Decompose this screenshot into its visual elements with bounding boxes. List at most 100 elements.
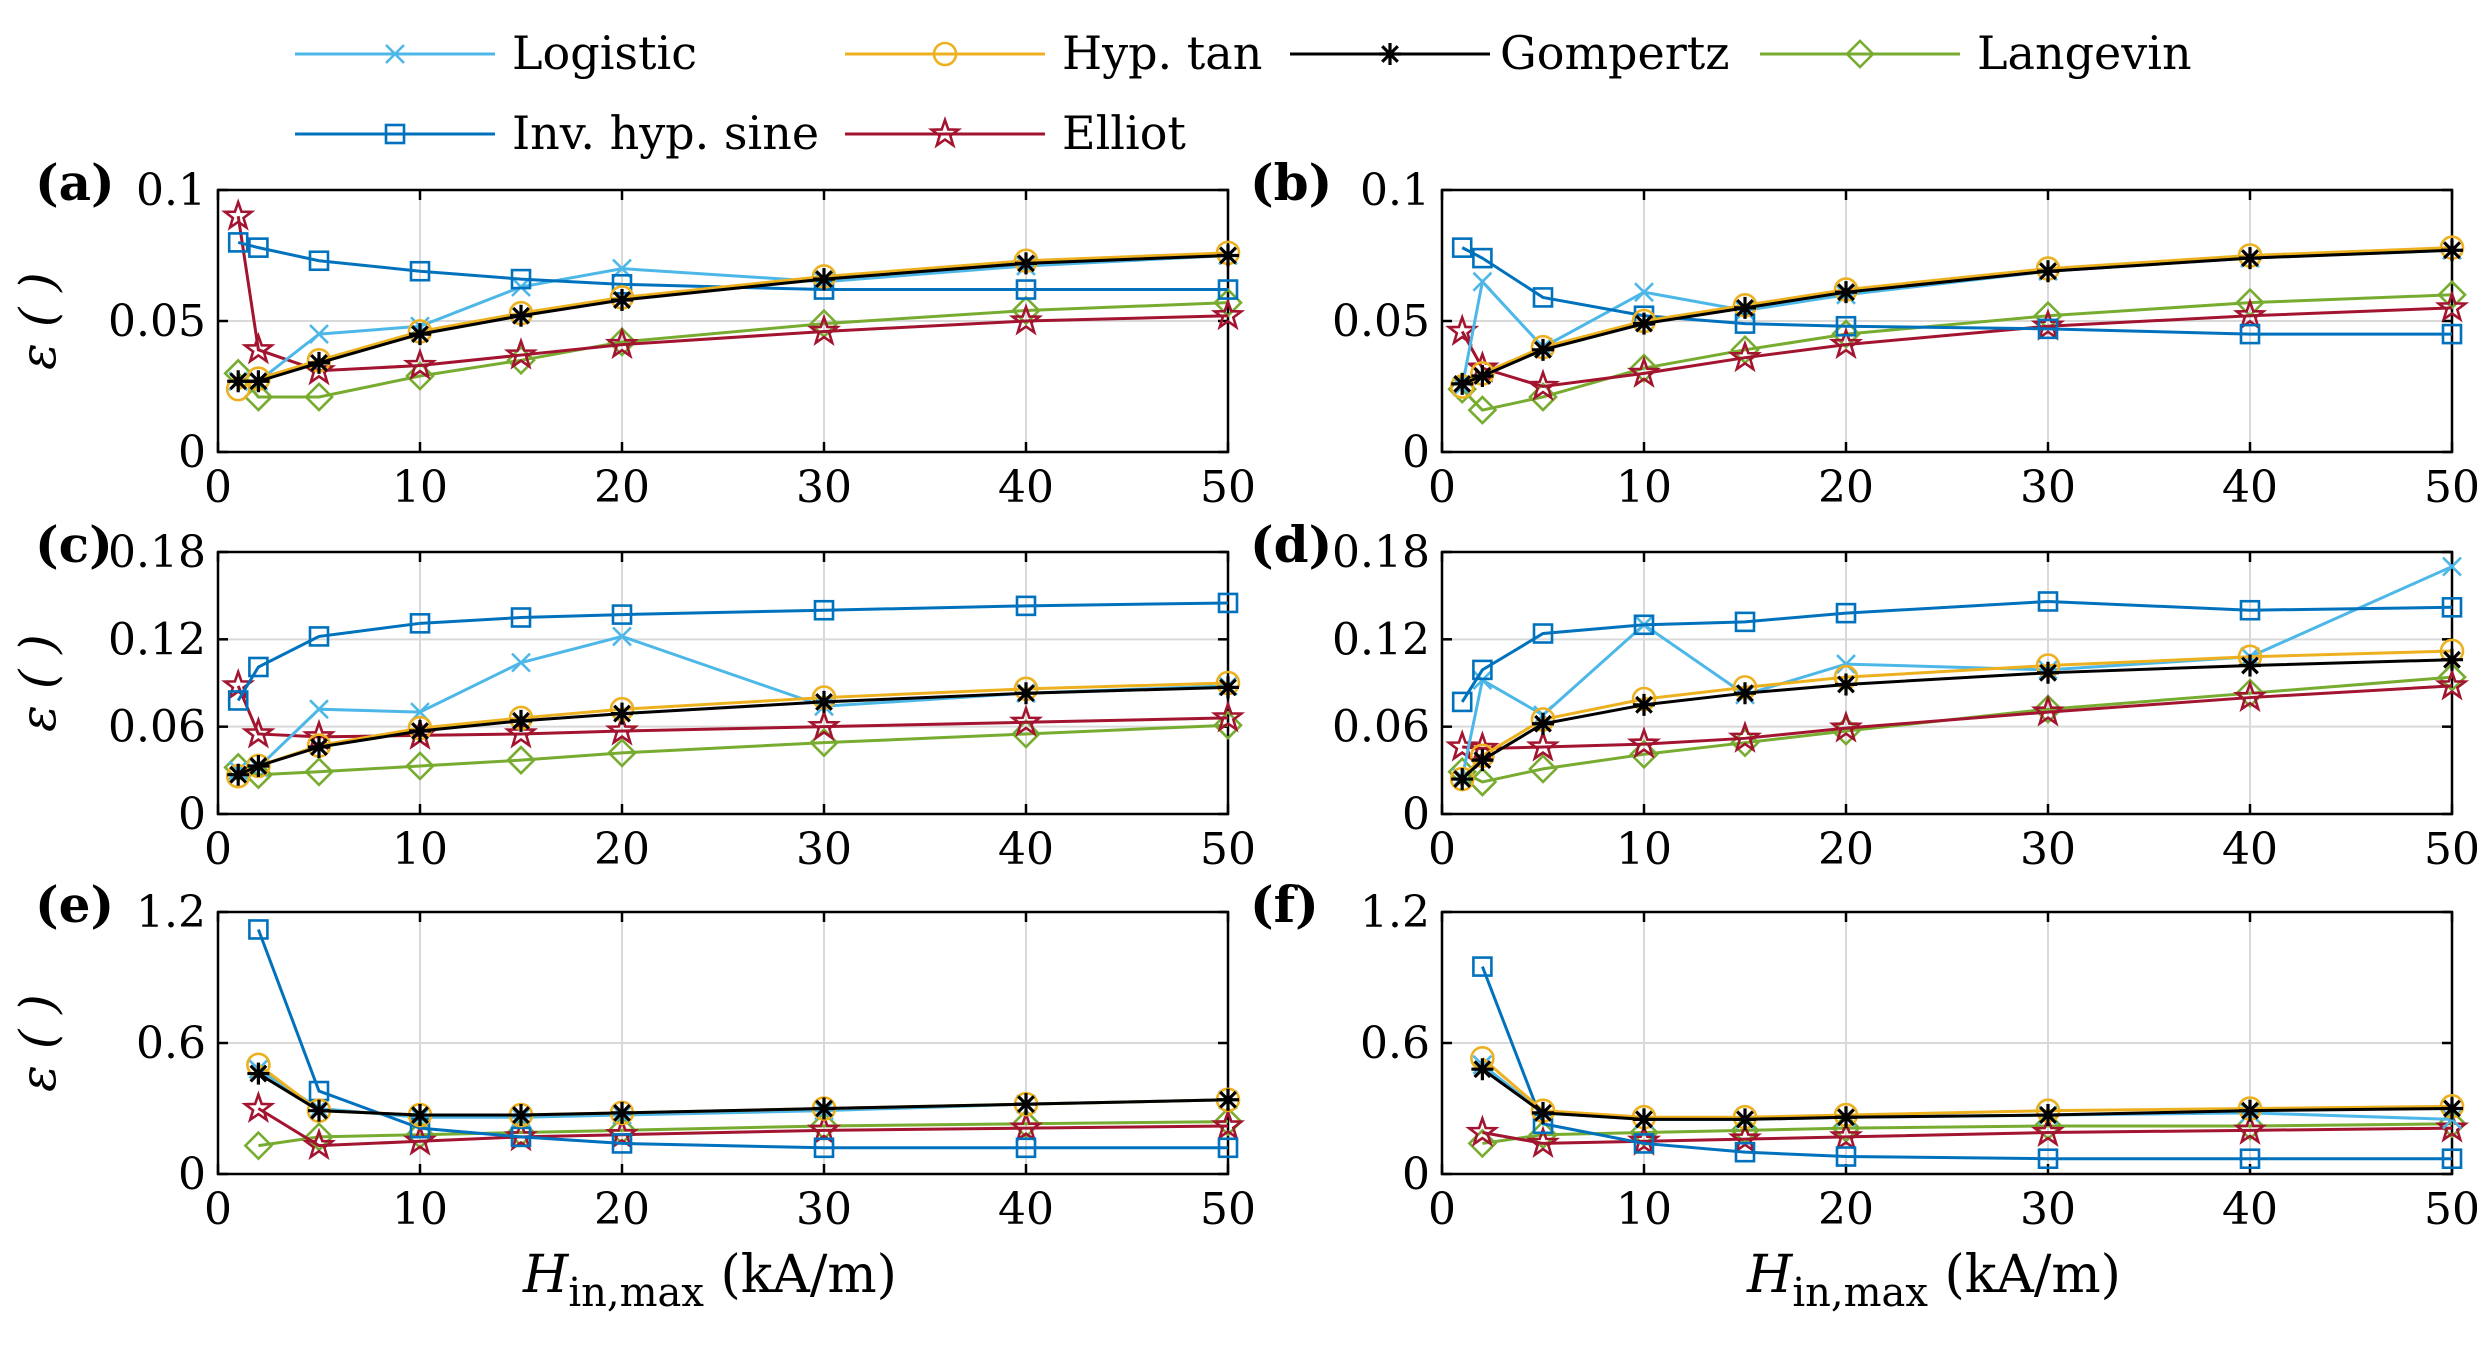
data-point — [1015, 682, 1037, 705]
x-tick-label: 10 — [392, 1184, 448, 1235]
data-point — [2239, 599, 2261, 621]
series-elliot — [1445, 289, 2470, 402]
data-point — [308, 250, 330, 272]
data-point — [607, 738, 637, 768]
y-tick-label: 1.2 — [136, 887, 206, 938]
data-point — [1734, 1141, 1756, 1163]
x-tick-label: 10 — [392, 462, 448, 513]
series-line — [237, 723, 1229, 777]
data-point — [607, 327, 637, 357]
data-point — [1734, 296, 1756, 319]
series-line — [1481, 1067, 2453, 1121]
legend-label: Langevin — [1977, 26, 2192, 80]
data-point — [241, 715, 276, 749]
data-point — [1835, 602, 1857, 624]
data-point — [1210, 297, 1246, 331]
data-point — [1217, 244, 1239, 267]
x-tick-label: 10 — [1616, 1184, 1672, 1235]
data-point — [604, 1116, 640, 1150]
data-point — [1213, 710, 1243, 741]
x-axis-label: Hin,max (kA/m) — [522, 1245, 897, 1316]
data-point — [1472, 271, 1493, 292]
data-point — [243, 1130, 274, 1161]
series-inv-hyp-sine — [1451, 591, 2463, 713]
data-point — [309, 699, 329, 720]
data-point — [611, 604, 633, 625]
data-point — [248, 919, 269, 940]
data-point — [409, 323, 431, 346]
x-tick-label: 30 — [2020, 824, 2076, 875]
x-tick-label: 0 — [204, 1184, 232, 1235]
data-point — [510, 268, 532, 290]
x-tick-label: 10 — [1616, 824, 1672, 875]
data-point — [1629, 739, 1659, 770]
series-line — [237, 240, 1228, 292]
series-line — [1460, 306, 2453, 389]
data-point — [2239, 1148, 2261, 1170]
data-point — [611, 1101, 633, 1124]
data-point — [1011, 295, 1041, 326]
data-point — [1835, 1146, 1857, 1167]
data-point — [1835, 281, 1857, 304]
x-axis-symbol: H — [522, 1245, 570, 1305]
data-point — [1633, 693, 1655, 716]
series-line — [1461, 246, 2453, 388]
legend: Logistic Hyp. tan Gompertz Langevin Inv. hyp… — [295, 26, 2192, 160]
data-point — [247, 1062, 270, 1085]
data-point — [1727, 1121, 1763, 1154]
x-axis-subscript: in,max — [568, 1270, 704, 1316]
series-line — [1461, 248, 2453, 386]
data-point — [604, 713, 640, 746]
data-point — [308, 626, 330, 647]
data-point — [2441, 597, 2463, 618]
data-point — [806, 313, 842, 347]
legend-marker — [1845, 39, 1875, 69]
legend-label: Inv. hyp. sine — [512, 106, 819, 160]
data-point — [1835, 1106, 1857, 1129]
legend-entry-gompertz: Gompertz — [1290, 26, 1729, 80]
series-line — [1460, 248, 2453, 387]
data-point — [1465, 1114, 1500, 1148]
data-point — [1633, 1133, 1655, 1154]
y-tick-label: 0.1 — [1360, 165, 1430, 216]
x-tick-label: 50 — [2424, 462, 2480, 513]
x-tick-label: 50 — [1200, 1184, 1256, 1235]
data-point — [1471, 1058, 1494, 1081]
x-tick-label: 20 — [1818, 824, 1874, 875]
legend-entry-langevin: Langevin — [1760, 26, 2192, 80]
data-point — [1472, 247, 1493, 269]
legend-entry-elliot: Elliot — [845, 106, 1186, 160]
series-inv-hyp-sine — [1472, 956, 2463, 1170]
legend-entry-hyp-tan: Hyp. tan — [845, 26, 1262, 80]
x-tick-label: 20 — [594, 824, 650, 875]
data-point — [1217, 1137, 1239, 1159]
x-tick-label: 20 — [1818, 462, 1874, 513]
y-tick-label: 0 — [1402, 789, 1430, 840]
data-point — [409, 260, 431, 282]
data-point — [1472, 956, 1493, 977]
x-tick-label: 40 — [998, 462, 1054, 513]
data-point — [247, 754, 270, 777]
y-tick-label: 0.05 — [108, 296, 206, 347]
data-point — [2033, 694, 2063, 725]
data-point — [1532, 338, 1554, 361]
data-point — [241, 331, 276, 365]
data-point — [2434, 289, 2470, 323]
x-axis-label: Hin,max (kA/m) — [1746, 1245, 2121, 1316]
data-point — [1467, 395, 1498, 425]
series-gompertz — [227, 244, 1239, 393]
y-tick-label: 0.12 — [1332, 614, 1430, 665]
data-point — [1525, 729, 1561, 762]
data-point — [2037, 1104, 2059, 1127]
data-point — [1015, 1137, 1037, 1159]
data-point — [611, 1133, 633, 1154]
data-point — [2235, 678, 2265, 709]
series-line — [1461, 675, 2453, 784]
data-point — [304, 756, 334, 787]
data-point — [1734, 682, 1756, 705]
data-point — [806, 708, 842, 742]
panel-f: 0 10 20 30 40 50 0 0.6 1.2 (f) — [1250, 875, 2480, 1235]
legend-entry-inv-hyp-sine: Inv. hyp. sine — [295, 106, 819, 160]
legend-label: Elliot — [1062, 106, 1186, 160]
data-point — [1734, 1108, 1756, 1131]
